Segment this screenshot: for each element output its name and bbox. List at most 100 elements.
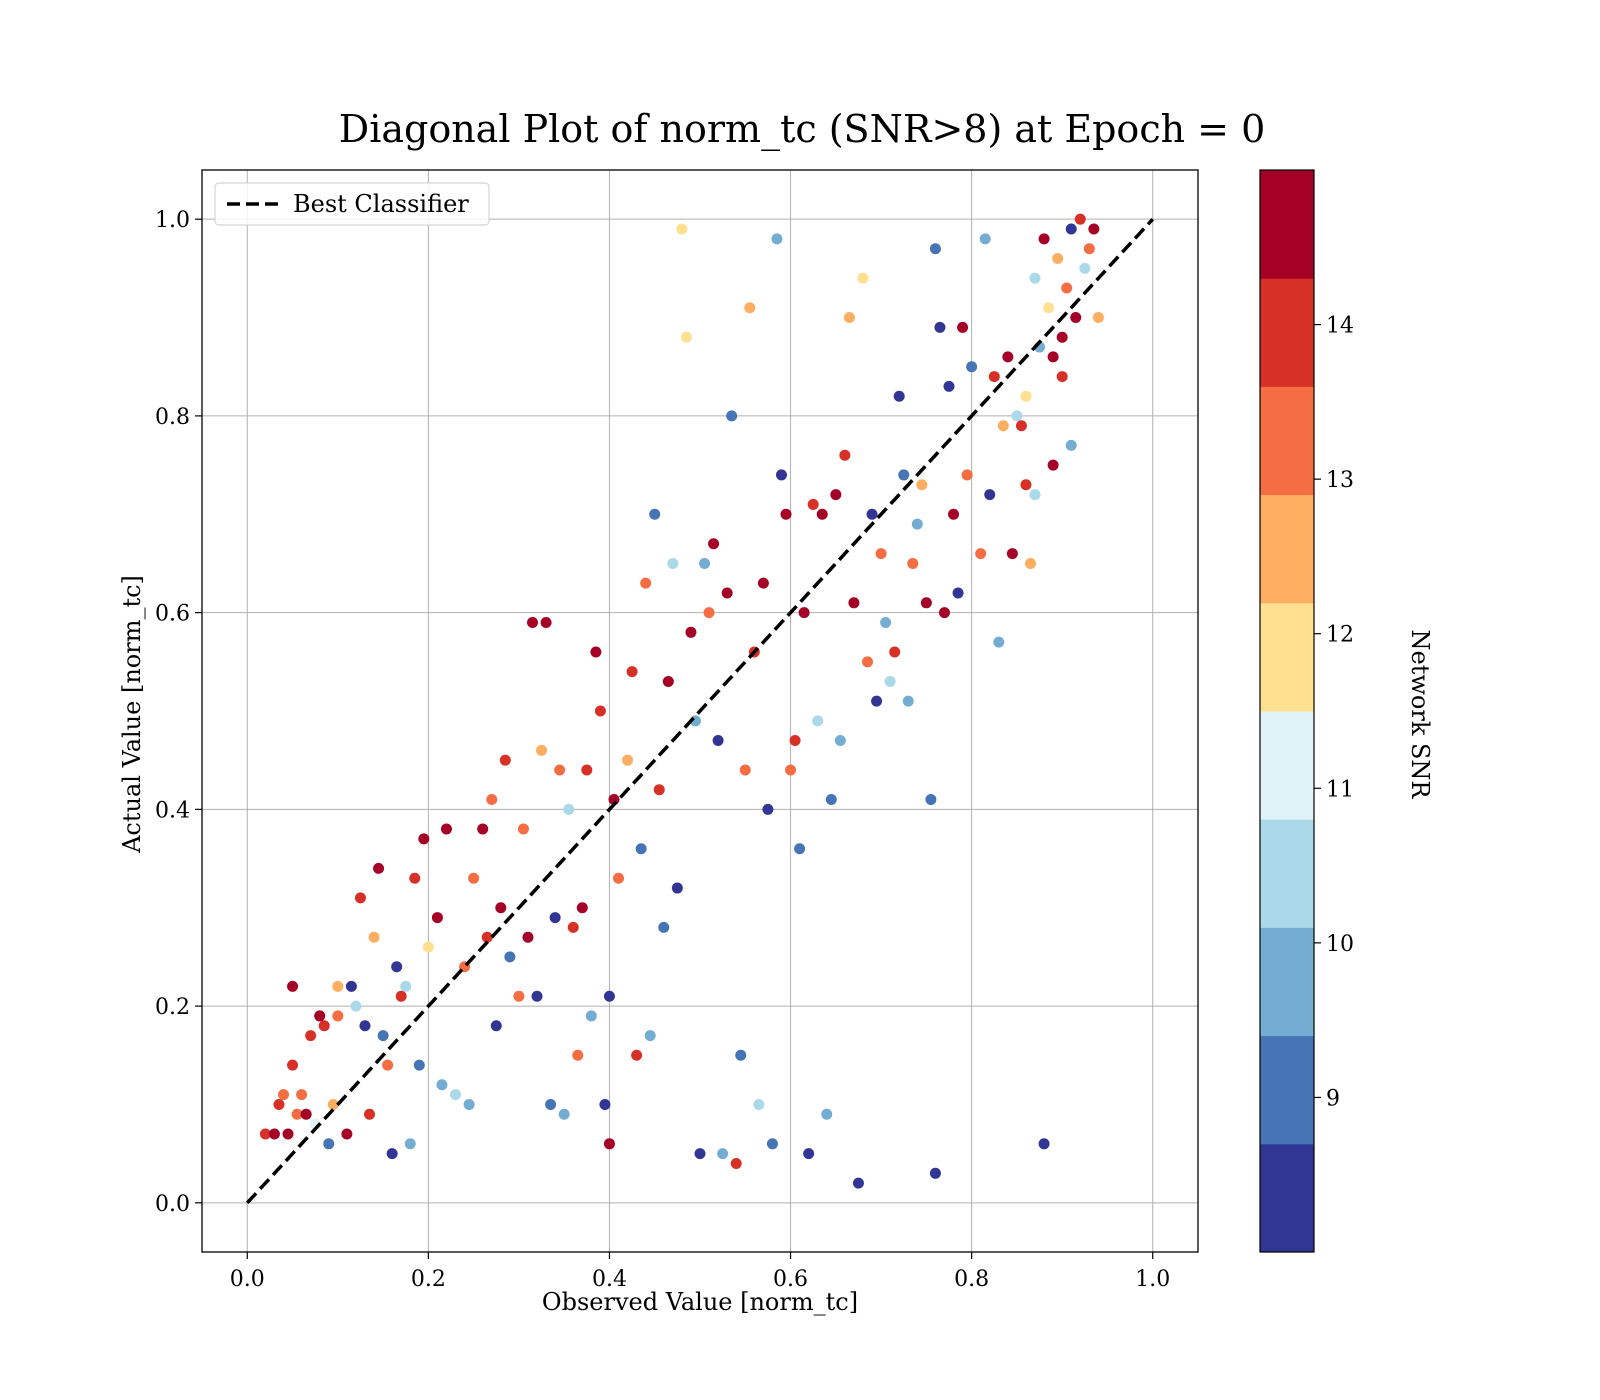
data-point xyxy=(1047,459,1059,471)
data-point xyxy=(431,912,443,924)
x-tick-label: 0.0 xyxy=(230,1267,265,1292)
y-tick-label: 0.0 xyxy=(155,1192,190,1217)
colorbar-segment xyxy=(1260,170,1314,279)
data-point xyxy=(988,371,1000,383)
data-point xyxy=(839,449,851,461)
data-point xyxy=(536,744,548,756)
data-point xyxy=(952,587,964,599)
data-point xyxy=(880,616,892,628)
colorbar-segment xyxy=(1260,278,1314,387)
data-point xyxy=(585,1010,597,1022)
data-point xyxy=(721,587,733,599)
data-point xyxy=(545,1098,557,1110)
data-point xyxy=(287,980,299,992)
data-point xyxy=(943,380,955,392)
data-point xyxy=(1029,272,1041,284)
data-point xyxy=(1047,351,1059,363)
data-point xyxy=(694,1148,706,1160)
data-point xyxy=(957,321,969,333)
data-point xyxy=(929,243,941,255)
x-tick-label: 0.4 xyxy=(592,1267,627,1292)
data-point xyxy=(314,1010,326,1022)
y-tick-label: 0.8 xyxy=(155,405,190,430)
data-point xyxy=(422,941,434,953)
data-point xyxy=(277,1089,289,1101)
data-point xyxy=(730,1157,742,1169)
colorbar-tick-label: 14 xyxy=(1326,314,1354,339)
data-point xyxy=(1024,557,1036,569)
data-point xyxy=(920,597,932,609)
data-point xyxy=(436,1079,448,1091)
data-point xyxy=(576,902,588,914)
data-point xyxy=(305,1030,317,1042)
data-point xyxy=(862,656,874,668)
data-point xyxy=(287,1059,299,1071)
data-point xyxy=(318,1020,330,1032)
data-point xyxy=(871,695,883,707)
colorbar-tick-label: 12 xyxy=(1326,623,1354,648)
plot-area: 0.0 0.2 0.4 0.6 0.8 1.0 0.0 0.2 0.4 0.6 0.8 1.0 Best… xyxy=(155,169,1199,1292)
data-point xyxy=(898,469,910,481)
data-point xyxy=(1083,243,1095,255)
data-point xyxy=(477,823,489,835)
colorbar-label: Network SNR xyxy=(1406,630,1434,800)
data-point xyxy=(739,764,751,776)
data-point xyxy=(631,1049,643,1061)
data-point xyxy=(1079,262,1091,274)
data-point xyxy=(948,508,960,520)
x-axis-label: Observed Value [norm_tc] xyxy=(542,1288,858,1316)
data-point xyxy=(395,990,407,1002)
data-point xyxy=(1056,331,1068,343)
y-tick-label: 0.2 xyxy=(155,995,190,1020)
data-point xyxy=(843,312,855,324)
colorbar-segment xyxy=(1260,494,1314,604)
y-tick-label: 0.6 xyxy=(155,602,190,627)
data-point xyxy=(1038,233,1050,245)
data-point xyxy=(794,843,806,855)
data-point xyxy=(726,410,738,422)
data-point xyxy=(572,1049,584,1061)
data-point xyxy=(368,931,380,943)
data-point xyxy=(685,626,697,638)
data-point xyxy=(857,272,869,284)
data-point xyxy=(852,1177,864,1189)
data-point xyxy=(526,616,538,628)
data-point xyxy=(404,1138,416,1150)
data-point xyxy=(1056,371,1068,383)
colorbar-frame xyxy=(1259,169,1315,1253)
colorbar: 9 10 11 12 13 14 xyxy=(1259,169,1354,1253)
data-point xyxy=(893,390,905,402)
data-point xyxy=(703,607,715,619)
data-point xyxy=(979,233,991,245)
data-point xyxy=(332,980,344,992)
data-point xyxy=(1015,420,1027,432)
data-point xyxy=(594,705,606,717)
data-point xyxy=(712,735,724,747)
colorbar-segment xyxy=(1260,602,1314,712)
data-point xyxy=(644,1030,656,1042)
colorbar-tick-label: 9 xyxy=(1326,1086,1340,1111)
data-point xyxy=(938,607,950,619)
data-point xyxy=(803,1148,815,1160)
data-point xyxy=(327,1098,339,1110)
data-point xyxy=(1002,351,1014,363)
data-point xyxy=(522,931,534,943)
data-point xyxy=(495,902,507,914)
legend: Best Classifier xyxy=(214,182,490,226)
data-point xyxy=(409,872,421,884)
axes-frame xyxy=(201,169,1199,1253)
data-point xyxy=(567,921,579,933)
data-point xyxy=(834,735,846,747)
data-point xyxy=(273,1098,285,1110)
data-point xyxy=(667,557,679,569)
data-point xyxy=(490,1020,502,1032)
data-point xyxy=(1092,312,1104,324)
colorbar-segment xyxy=(1260,711,1314,820)
data-point xyxy=(830,489,842,501)
data-point xyxy=(902,695,914,707)
data-point xyxy=(603,990,615,1002)
x-tick-label: 1.0 xyxy=(1135,1267,1170,1292)
y-axis-label: Actual Value [norm_tc] xyxy=(118,575,146,854)
data-point xyxy=(558,1108,570,1120)
data-point xyxy=(540,616,552,628)
